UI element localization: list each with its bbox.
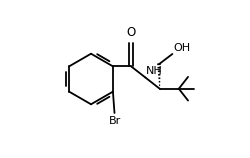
Text: O: O [126,27,136,40]
Text: Br: Br [108,116,121,126]
Text: NH: NH [146,66,163,76]
Text: OH: OH [173,43,190,53]
